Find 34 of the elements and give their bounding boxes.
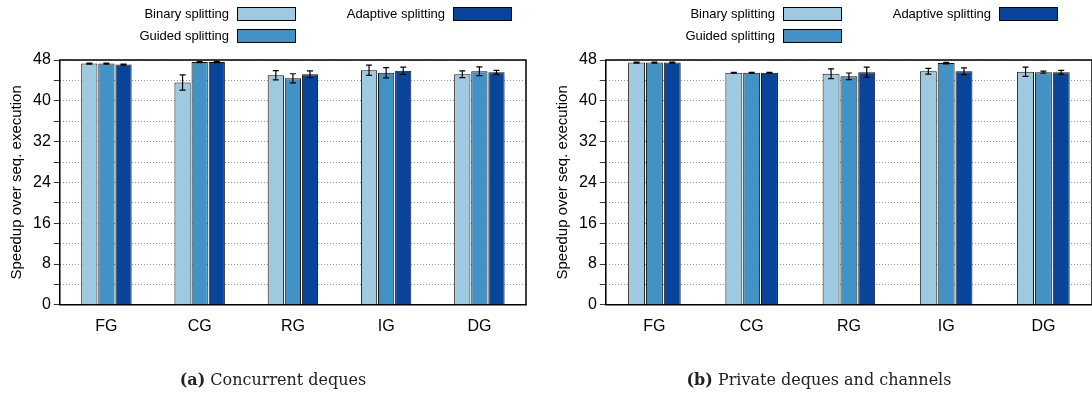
y-tick-label: 48 xyxy=(579,50,597,68)
text: (b) Private deques and channels xyxy=(686,370,952,389)
x-tick-label: RG xyxy=(836,316,861,334)
y-tick-label: 32 xyxy=(579,132,597,150)
x-tick-label: DG xyxy=(1031,316,1056,334)
x-tick-label: IG xyxy=(937,316,955,334)
x-tick-label: FG xyxy=(95,316,118,334)
x-tick-label: CG xyxy=(187,316,212,334)
legend-label: Adaptive splitting xyxy=(892,6,991,21)
y-tick-label: 24 xyxy=(33,172,51,190)
y-tick-label: 0 xyxy=(587,295,597,313)
legend-label: Adaptive splitting xyxy=(346,6,445,21)
text: (a) Concurrent deques xyxy=(179,370,367,389)
legend-label: Binary splitting xyxy=(690,6,775,21)
x-tick-label: IG xyxy=(377,316,395,334)
x-tick-label: RG xyxy=(280,316,305,334)
x-tick-label: CG xyxy=(739,316,764,334)
y-axis-title: Speedup over seq. execution xyxy=(553,85,571,280)
x-tick-label: DG xyxy=(467,316,492,334)
legend-label: Guided splitting xyxy=(139,28,229,43)
y-tick-label: 24 xyxy=(579,172,597,190)
y-tick-label: 8 xyxy=(41,254,51,272)
y-tick-label: 16 xyxy=(33,213,51,231)
legend-label: Guided splitting xyxy=(685,28,775,43)
y-tick-label: 0 xyxy=(41,295,51,313)
legend-label: Binary splitting xyxy=(144,6,229,21)
y-tick-label: 40 xyxy=(579,91,597,109)
y-tick-label: 16 xyxy=(579,213,597,231)
x-tick-label: FG xyxy=(643,316,666,334)
y-tick-label: 8 xyxy=(587,254,597,272)
y-tick-label: 40 xyxy=(33,91,51,109)
y-axis-title: Speedup over seq. execution xyxy=(7,85,25,280)
y-tick-label: 32 xyxy=(33,132,51,150)
y-tick-label: 48 xyxy=(33,50,51,68)
